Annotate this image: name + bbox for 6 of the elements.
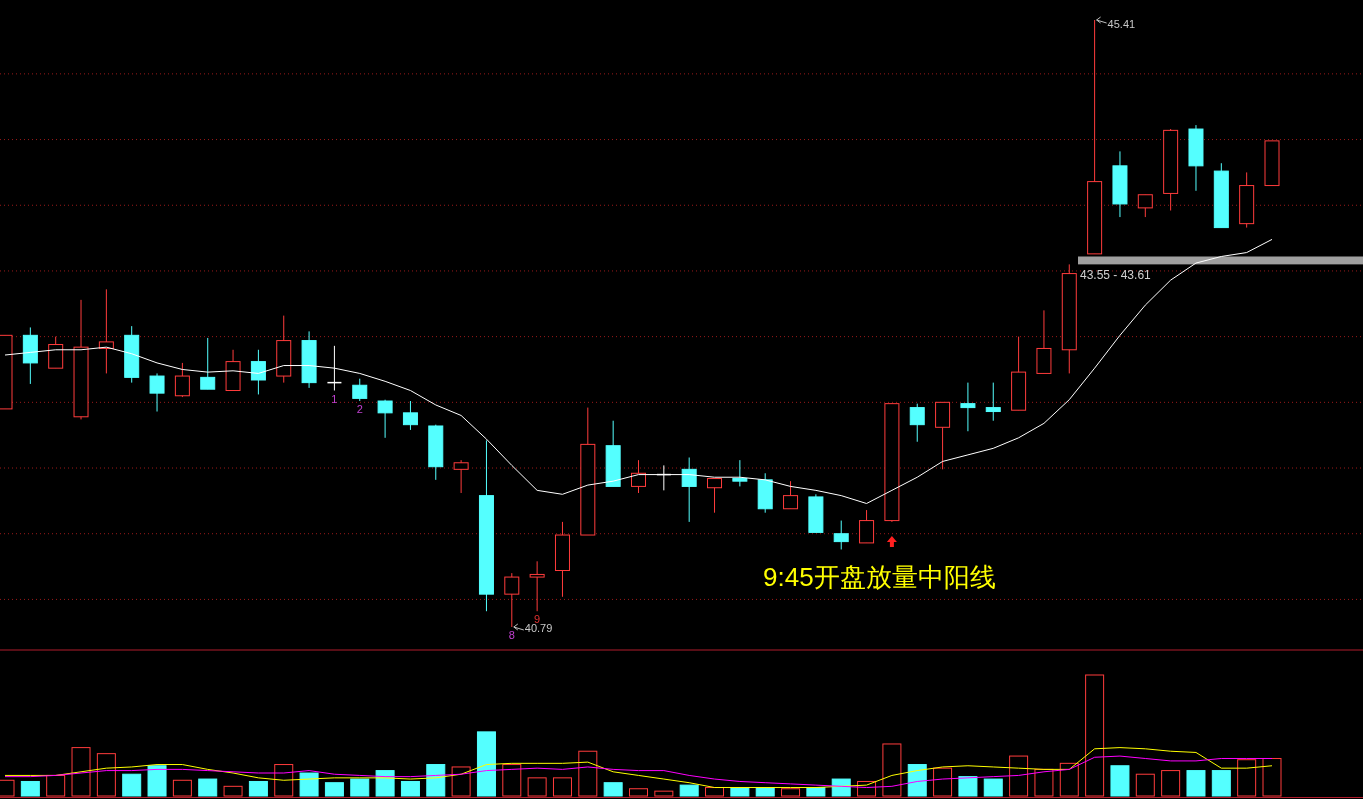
annotation: 2 [356,403,363,416]
band-label: 43.55 - 43.61 [1080,268,1152,283]
annotation: 45.41 [1107,18,1136,30]
annotation: 1 [331,392,338,405]
annotation: 9:45开盘放量中阳线 [763,562,996,592]
text: 8 [508,629,515,641]
